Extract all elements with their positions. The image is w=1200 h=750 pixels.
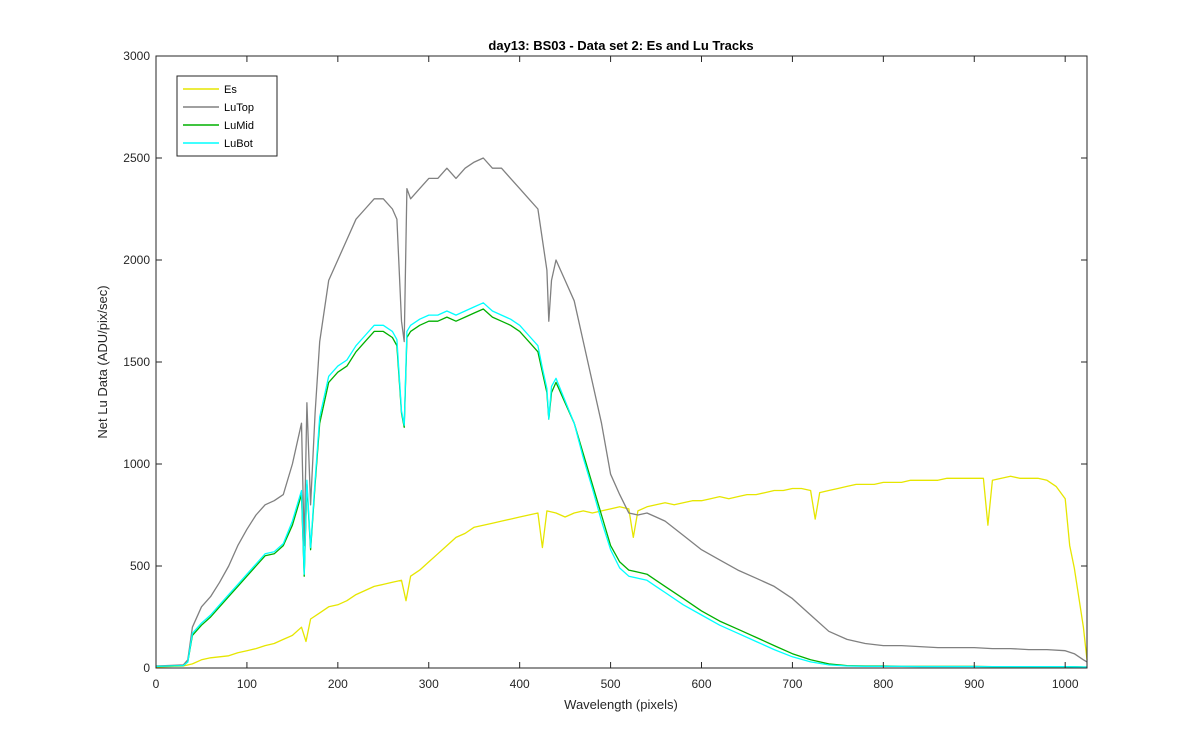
y-tick-label: 2500 [123, 151, 150, 165]
y-axis-label: Net Lu Data (ADU/pix/sec) [95, 285, 110, 438]
y-tick-label: 2000 [123, 253, 150, 267]
x-tick-label: 200 [328, 677, 348, 691]
legend-label: LuMid [224, 120, 254, 132]
y-tick-label: 1000 [123, 457, 150, 471]
x-tick-label: 900 [964, 677, 984, 691]
y-tick-label: 500 [130, 559, 150, 573]
chart-title: day13: BS03 - Data set 2: Es and Lu Trac… [488, 38, 753, 53]
y-tick-label: 0 [143, 661, 150, 675]
x-tick-label: 400 [510, 677, 530, 691]
x-tick-label: 0 [153, 677, 160, 691]
x-tick-label: 700 [782, 677, 802, 691]
x-tick-label: 300 [419, 677, 439, 691]
x-tick-label: 100 [237, 677, 257, 691]
legend-label: LuTop [224, 102, 254, 114]
x-tick-label: 500 [601, 677, 621, 691]
series-line-lubot [155, 302, 1087, 668]
legend-label: LuBot [224, 138, 253, 150]
legend: Es LuTop LuMid LuBot [176, 75, 278, 157]
x-tick-label: 600 [691, 677, 711, 691]
y-tick-label: 1500 [123, 355, 150, 369]
legend-label: Es [224, 84, 237, 96]
x-axis-label: Wavelength (pixels) [564, 697, 678, 712]
x-tick-label: 800 [873, 677, 893, 691]
series-line-es [155, 475, 1088, 668]
series-line-lutop [155, 157, 1088, 667]
y-tick-label: 3000 [123, 49, 150, 63]
y-axis: 0 500 1000 1500 2000 2500 3000 [123, 49, 1087, 675]
series-layer [155, 157, 1088, 668]
plot-area [156, 56, 1087, 668]
x-tick-label: 1000 [1052, 677, 1079, 691]
x-axis: 0 100 200 300 400 500 600 700 800 900 1000 [153, 56, 1079, 691]
